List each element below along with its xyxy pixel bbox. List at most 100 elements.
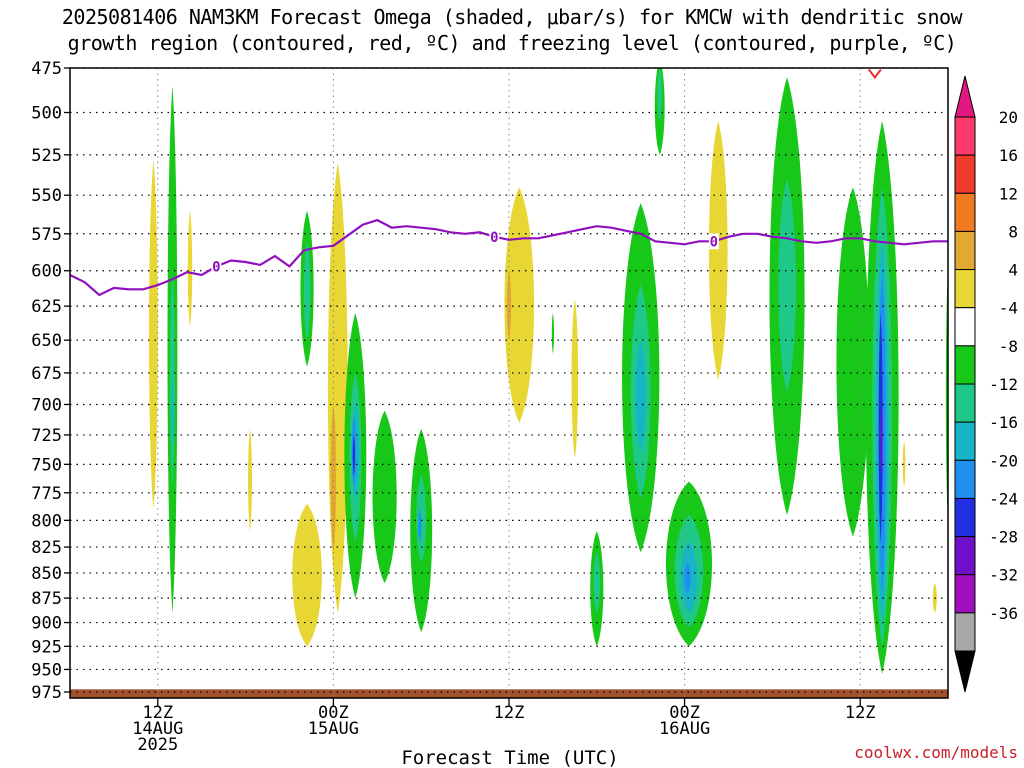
dendritic-growth-contour: [868, 68, 882, 80]
x-tick-label-42-1: 16AUG: [659, 719, 710, 739]
y-tick-label-675: 675: [31, 364, 62, 384]
omega-region-30: [657, 68, 662, 122]
y-tick-label-550: 550: [31, 186, 62, 206]
y-tick-label-800: 800: [31, 511, 62, 531]
y-tick-label-850: 850: [31, 564, 62, 584]
colorbar-bin-9: [954, 459, 976, 499]
y-tick-label-525: 525: [31, 146, 62, 166]
y-tick-label-575: 575: [31, 225, 62, 245]
omega-region-8: [303, 241, 311, 341]
omega-region-25: [593, 552, 601, 613]
colorbar-bin-5: [954, 307, 976, 347]
y-tick-label-925: 925: [31, 637, 62, 657]
omega-region-37: [778, 179, 796, 392]
chart-title-line1: 2025081406 NAM3KM Forecast Omega (shaded…: [61, 5, 963, 29]
omega-region-6: [292, 503, 322, 647]
colorbar-bin-10: [954, 497, 976, 538]
omega-region-22: [551, 313, 554, 354]
colorbar-label-5: -4: [999, 299, 1018, 318]
y-tick-label-875: 875: [31, 589, 62, 609]
dendritic-contour-segment: [868, 68, 882, 80]
colorbar-bin-1: [954, 154, 976, 194]
omega-region-45: [902, 440, 906, 488]
colorbar-label-9: -20: [989, 451, 1018, 470]
y-tick-label-475: 475: [31, 59, 62, 79]
colorbar-bin-6: [954, 345, 976, 385]
x-tick-label-54-0: 12Z: [845, 703, 876, 723]
omega-region-44: [879, 404, 882, 476]
x-tick-label-30-0: 12Z: [494, 703, 525, 723]
freezing-level-label-2: 0: [710, 234, 718, 250]
freezing-level-label-bg-1: [489, 228, 500, 245]
colorbar-label-10: -24: [989, 489, 1018, 508]
omega-region-15: [352, 434, 355, 476]
terrain-band: [70, 689, 948, 698]
y-tick-label-625: 625: [31, 297, 62, 317]
x-axis-title: Forecast Time (UTC): [401, 747, 618, 768]
omega-region-16: [372, 410, 397, 584]
chart-title-line2: growth region (contoured, red, ºC) and f…: [67, 31, 957, 55]
credit-link[interactable]: coolwx.com/models: [854, 743, 1018, 762]
colorbar-label-12: -32: [989, 566, 1018, 585]
y-tick-label-975: 975: [31, 683, 62, 703]
omega-region-34: [684, 562, 691, 594]
y-tick-label-700: 700: [31, 395, 62, 415]
colorbar-top-arrow: [954, 75, 976, 118]
y-tick-label-950: 950: [31, 660, 62, 680]
freezing-level-label-bg-0: [211, 258, 222, 275]
colorbar-label-11: -28: [989, 528, 1018, 547]
colorbar-bottom-arrow: [954, 650, 976, 693]
x-tick-label-6-2: 2025: [137, 735, 178, 755]
colorbar: 20 16 12 8 4 -4 -8 -12 -16 -20 -24 -28 -32 -36: [954, 75, 1018, 693]
colorbar-label-8: -16: [989, 413, 1018, 432]
omega-region-28: [635, 340, 646, 453]
y-tick-label-825: 825: [31, 538, 62, 558]
grid: [70, 67, 948, 698]
colorbar-bin-2: [954, 192, 976, 232]
y-tick-label-775: 775: [31, 484, 62, 504]
omega-region-4: [187, 210, 193, 327]
freezing-level-label-1: 0: [490, 230, 498, 246]
colorbar-label-6: -8: [999, 337, 1018, 356]
colorbar-bin-11: [954, 536, 976, 576]
y-tick-label-500: 500: [31, 104, 62, 124]
freezing-level-label-bg-2: [708, 233, 719, 250]
colorbar-bin-0: [954, 116, 976, 156]
x-tick-label-18-0: 00Z: [318, 703, 349, 723]
colorbar-label-0: 20: [999, 108, 1018, 127]
omega-region-0: [149, 159, 158, 510]
y-tick-label-725: 725: [31, 426, 62, 446]
x-tick-label-6-0: 12Z: [142, 703, 173, 723]
colorbar-bin-13: [954, 612, 976, 652]
colorbar-label-3: 8: [1008, 222, 1018, 241]
colorbar-bin-7: [954, 383, 976, 423]
y-tick-label-750: 750: [31, 455, 62, 475]
omega-region-38: [836, 187, 870, 537]
omega-region-35: [708, 121, 728, 380]
colorbar-bin-8: [954, 421, 976, 461]
x-tick-label-6-1: 14AUG: [132, 719, 183, 739]
omega-region-23: [571, 299, 579, 459]
omega-region-10: [330, 404, 337, 553]
colorbar-label-4: 4: [1008, 261, 1018, 280]
omega-region-3: [171, 379, 174, 447]
colorbar-label-1: 16: [999, 146, 1018, 165]
x-tick-label-18-1: 15AUG: [308, 719, 359, 739]
y-tick-label-600: 600: [31, 262, 62, 282]
colorbar-bin-4: [954, 269, 976, 309]
x-tick-label-42-0: 00Z: [669, 703, 700, 723]
terrain-fill: [70, 689, 948, 698]
y-axis: 475 500 525 550 575 600 625 650 675 700 725 750 775 8…: [31, 59, 70, 703]
y-tick-label-650: 650: [31, 331, 62, 351]
colorbar-bin-3: [954, 230, 976, 271]
y-tick-label-900: 900: [31, 614, 62, 634]
omega-region-19: [418, 509, 422, 542]
colorbar-label-2: 12: [999, 184, 1018, 203]
freezing-level-label-0: 0: [212, 259, 220, 275]
omega-region-20: [504, 187, 535, 423]
colorbar-bin-12: [954, 574, 976, 614]
omega-shading: [149, 68, 948, 675]
colorbar-label-13: -36: [989, 604, 1018, 623]
omega-region-2: [170, 270, 175, 488]
